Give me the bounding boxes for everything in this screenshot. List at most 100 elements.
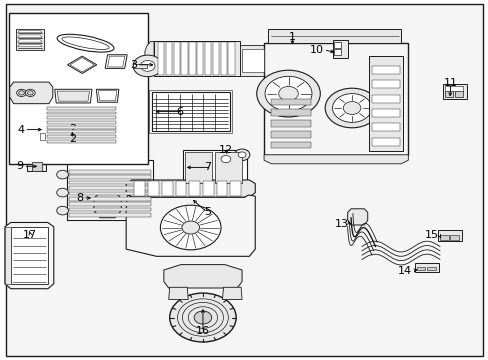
Circle shape: [17, 89, 26, 96]
Bar: [242, 49, 264, 72]
Polygon shape: [10, 82, 53, 104]
Bar: [69, 192, 151, 195]
Text: 15: 15: [424, 230, 438, 240]
Circle shape: [182, 221, 199, 234]
Text: 2: 2: [69, 134, 76, 144]
Text: 10: 10: [309, 45, 323, 55]
Bar: [154, 41, 239, 76]
Circle shape: [194, 311, 211, 324]
Polygon shape: [264, 155, 407, 164]
Bar: [334, 42, 341, 48]
Bar: [67, 160, 153, 220]
Bar: [189, 181, 200, 196]
Bar: [40, 100, 48, 146]
Text: 12: 12: [219, 145, 232, 156]
Text: 7: 7: [203, 162, 211, 172]
Bar: [442, 84, 466, 99]
Polygon shape: [168, 287, 188, 300]
Bar: [220, 42, 226, 75]
Bar: [11, 227, 48, 284]
Bar: [371, 138, 399, 146]
Bar: [230, 181, 241, 196]
Polygon shape: [16, 29, 44, 50]
Bar: [449, 235, 458, 240]
Bar: [239, 45, 266, 76]
Text: 1: 1: [288, 32, 295, 42]
Bar: [69, 213, 151, 217]
Text: 11: 11: [443, 78, 457, 88]
Bar: [416, 267, 425, 270]
Bar: [197, 42, 203, 75]
Circle shape: [57, 188, 68, 197]
Bar: [45, 102, 118, 145]
Circle shape: [217, 153, 234, 166]
Bar: [158, 42, 164, 75]
Bar: [69, 208, 151, 211]
Circle shape: [140, 60, 155, 71]
Bar: [69, 197, 151, 201]
Circle shape: [169, 293, 236, 342]
Circle shape: [160, 205, 221, 250]
Circle shape: [57, 206, 68, 215]
Bar: [148, 181, 159, 196]
Bar: [215, 152, 242, 183]
Circle shape: [256, 70, 320, 117]
Text: 16: 16: [196, 326, 209, 336]
Bar: [271, 120, 310, 127]
Bar: [134, 181, 145, 196]
Circle shape: [133, 55, 162, 77]
Circle shape: [19, 91, 24, 95]
Text: 6: 6: [176, 107, 183, 117]
Text: 8: 8: [76, 193, 83, 203]
Bar: [69, 202, 151, 206]
Polygon shape: [94, 193, 121, 218]
Bar: [271, 142, 310, 148]
Polygon shape: [5, 222, 54, 289]
Text: 17: 17: [23, 230, 37, 240]
Bar: [47, 130, 116, 133]
Polygon shape: [18, 35, 42, 37]
Circle shape: [325, 88, 378, 128]
Polygon shape: [133, 64, 146, 68]
Polygon shape: [222, 287, 242, 300]
Circle shape: [264, 76, 311, 111]
Bar: [228, 42, 234, 75]
Polygon shape: [347, 209, 367, 225]
Bar: [183, 150, 246, 184]
Bar: [414, 263, 438, 272]
Polygon shape: [144, 41, 154, 76]
Bar: [204, 42, 211, 75]
Circle shape: [234, 149, 249, 161]
Bar: [32, 162, 41, 171]
Text: 13: 13: [334, 219, 348, 229]
Bar: [371, 80, 399, 88]
Polygon shape: [267, 29, 400, 43]
Bar: [332, 40, 347, 58]
Bar: [371, 109, 399, 117]
Bar: [47, 112, 116, 114]
Polygon shape: [18, 44, 42, 47]
Bar: [175, 181, 186, 196]
Circle shape: [57, 170, 68, 179]
Bar: [181, 42, 187, 75]
Bar: [439, 235, 448, 240]
Bar: [444, 86, 462, 91]
Bar: [437, 230, 461, 241]
Circle shape: [221, 156, 230, 163]
Bar: [162, 181, 172, 196]
Bar: [173, 42, 180, 75]
Bar: [69, 186, 151, 190]
Bar: [371, 123, 399, 131]
Bar: [264, 43, 407, 155]
Text: 9: 9: [16, 161, 23, 171]
Polygon shape: [18, 30, 42, 33]
Circle shape: [238, 152, 245, 158]
Bar: [426, 267, 435, 270]
Bar: [47, 121, 116, 124]
Polygon shape: [163, 265, 242, 288]
Bar: [368, 56, 403, 151]
Bar: [69, 181, 151, 184]
Bar: [184, 152, 211, 183]
Bar: [69, 170, 151, 174]
Bar: [47, 116, 116, 119]
